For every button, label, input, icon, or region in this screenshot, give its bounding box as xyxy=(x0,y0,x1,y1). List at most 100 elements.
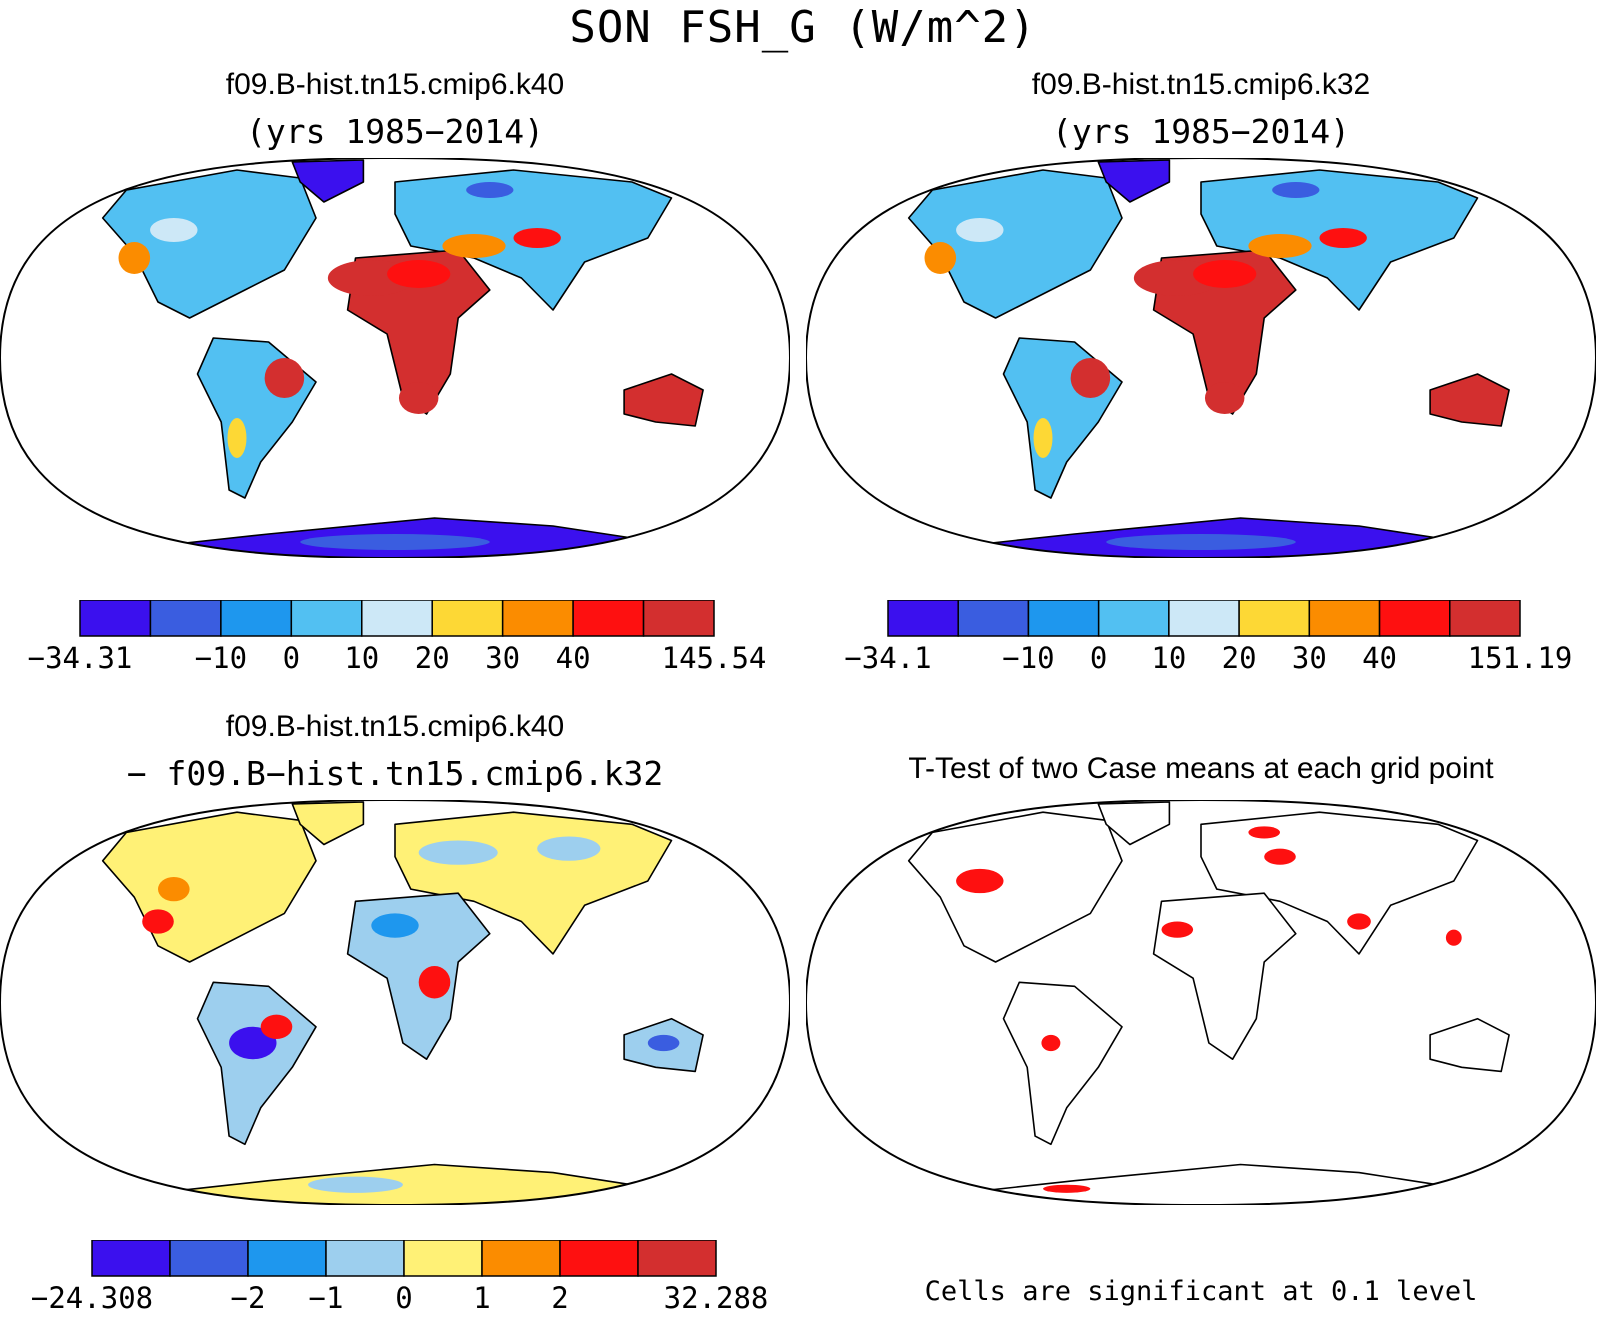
continent-sa xyxy=(1002,981,1123,1146)
colorbar-swatch xyxy=(79,600,152,637)
data-patch xyxy=(158,876,190,902)
panel4-title: T-Test of two Case means at each grid po… xyxy=(908,752,1494,785)
colorbar-swatch xyxy=(642,600,715,637)
data-patch xyxy=(1248,826,1280,839)
colorbar-swatch xyxy=(501,600,574,637)
data-patch xyxy=(264,358,305,398)
colorbar-swatch xyxy=(403,1240,483,1277)
colorbar-swatch xyxy=(169,1240,249,1277)
continent-na xyxy=(101,169,317,319)
continent-eu xyxy=(1200,811,1479,955)
data-patch xyxy=(300,534,490,550)
colorbar-tick-label: 30 xyxy=(1292,641,1327,675)
data-patch xyxy=(924,242,957,274)
colorbar-tick-label: 30 xyxy=(485,641,520,675)
data-patch xyxy=(1161,921,1194,938)
data-patch xyxy=(956,868,1004,894)
colorbar-tick-label: 10 xyxy=(1151,641,1186,675)
data-patch xyxy=(142,909,174,934)
panel4-note: Cells are significant at 0.1 level xyxy=(924,1276,1478,1307)
colorbar-swatch xyxy=(481,1240,561,1277)
data-patch xyxy=(1043,1184,1091,1193)
continent-au xyxy=(1429,373,1510,427)
data-patch xyxy=(956,218,1004,242)
colorbar-tick-label: −34.31 xyxy=(28,641,133,675)
map-frame xyxy=(806,800,1596,1205)
colorbar-swatch xyxy=(220,600,293,637)
data-patch xyxy=(466,182,514,198)
colorbar-swatch xyxy=(559,1240,639,1277)
colorbar-tick-label: −10 xyxy=(195,641,247,675)
colorbar-swatch xyxy=(325,1240,405,1277)
data-patch xyxy=(371,913,419,938)
colorbar-tick-label: 2 xyxy=(551,1281,568,1315)
colorbar-tick-label: 145.54 xyxy=(662,641,767,675)
data-patch xyxy=(1204,382,1245,414)
map-frame xyxy=(0,158,790,558)
colorbar-tick-label: −10 xyxy=(1002,641,1054,675)
colorbar-swatch xyxy=(887,600,959,637)
colorbar-swatch xyxy=(91,1240,171,1277)
continent-grl xyxy=(291,159,365,203)
colorbar-swatch xyxy=(247,1240,327,1277)
colorbar-swatch xyxy=(1238,600,1311,637)
colorbar-tick-label: 0 xyxy=(1090,641,1107,675)
data-patch xyxy=(1272,182,1320,198)
colorbar-tick-label: 20 xyxy=(1222,641,1257,675)
figure-title: SON FSH_G (W/m^2) xyxy=(569,2,1037,53)
data-patch xyxy=(1033,418,1053,458)
colorbar-tick-label: 40 xyxy=(556,641,591,675)
data-patch xyxy=(513,228,561,248)
continent-ant xyxy=(955,1163,1439,1205)
panel3-map xyxy=(0,800,790,1205)
continent-grl xyxy=(1097,159,1171,203)
colorbar-swatch xyxy=(290,600,363,637)
data-patch xyxy=(418,840,498,865)
data-patch xyxy=(442,234,506,258)
panel1-title: f09.B-hist.tn15.cmip6.k40 xyxy=(225,68,565,101)
data-patch xyxy=(1319,228,1367,248)
colorbar-swatch xyxy=(1168,600,1240,637)
data-patch xyxy=(1264,848,1296,865)
panel1-map xyxy=(0,158,790,558)
colorbar-tick-label: 0 xyxy=(283,641,300,675)
data-patch xyxy=(308,1176,403,1193)
panel3-title: f09.B-hist.tn15.cmip6.k40 xyxy=(225,710,565,743)
panel2-colorbar: −34.1 −10 0 10 20 30 40 151.19 xyxy=(844,600,1573,675)
colorbar-tick-label: −34.1 xyxy=(844,641,931,675)
panel2-subtitle: (yrs 1985−2014) xyxy=(1051,112,1350,151)
colorbar-swatch xyxy=(361,600,433,637)
continent-grl xyxy=(1097,801,1171,846)
colorbar-swatch xyxy=(431,600,504,637)
colorbar-tick-label: −24.308 xyxy=(31,1281,153,1315)
panel4-map xyxy=(806,800,1596,1205)
colorbar-tick-label: 1 xyxy=(473,1281,490,1315)
data-patch xyxy=(260,1014,293,1039)
data-patch xyxy=(537,836,601,861)
colorbar-tick-label: 20 xyxy=(415,641,450,675)
data-patch xyxy=(229,1026,277,1060)
colorbar-swatch xyxy=(637,1240,717,1277)
colorbar-tick-label: −1 xyxy=(309,1281,344,1315)
data-patch xyxy=(1070,358,1111,398)
data-patch xyxy=(418,966,451,999)
data-patch xyxy=(1248,234,1312,258)
colorbar-tick-label: 151.19 xyxy=(1468,641,1573,675)
map-frame xyxy=(0,800,790,1205)
colorbar-tick-label: 32.288 xyxy=(664,1281,769,1315)
colorbar-swatch xyxy=(1449,600,1521,637)
data-patch xyxy=(1445,929,1462,946)
continent-na xyxy=(907,169,1123,319)
panel2-title: f09.B-hist.tn15.cmip6.k32 xyxy=(1031,68,1371,101)
colorbar-tick-label: −2 xyxy=(231,1281,266,1315)
colorbar-swatch xyxy=(572,600,645,637)
data-patch xyxy=(227,418,247,458)
panel1-colorbar: −34.31 −10 0 10 20 30 40 145.54 xyxy=(28,600,767,675)
continent-grl xyxy=(291,801,365,846)
data-patch xyxy=(647,1034,680,1052)
panel3-subtitle: − f09.B−hist.tn15.cmip6.k32 xyxy=(126,754,664,793)
data-patch xyxy=(1193,260,1257,288)
colorbar-swatch xyxy=(1308,600,1381,637)
data-patch xyxy=(150,218,198,242)
panel3-colorbar: −24.308 −2 −1 0 1 2 32.288 xyxy=(31,1240,769,1315)
